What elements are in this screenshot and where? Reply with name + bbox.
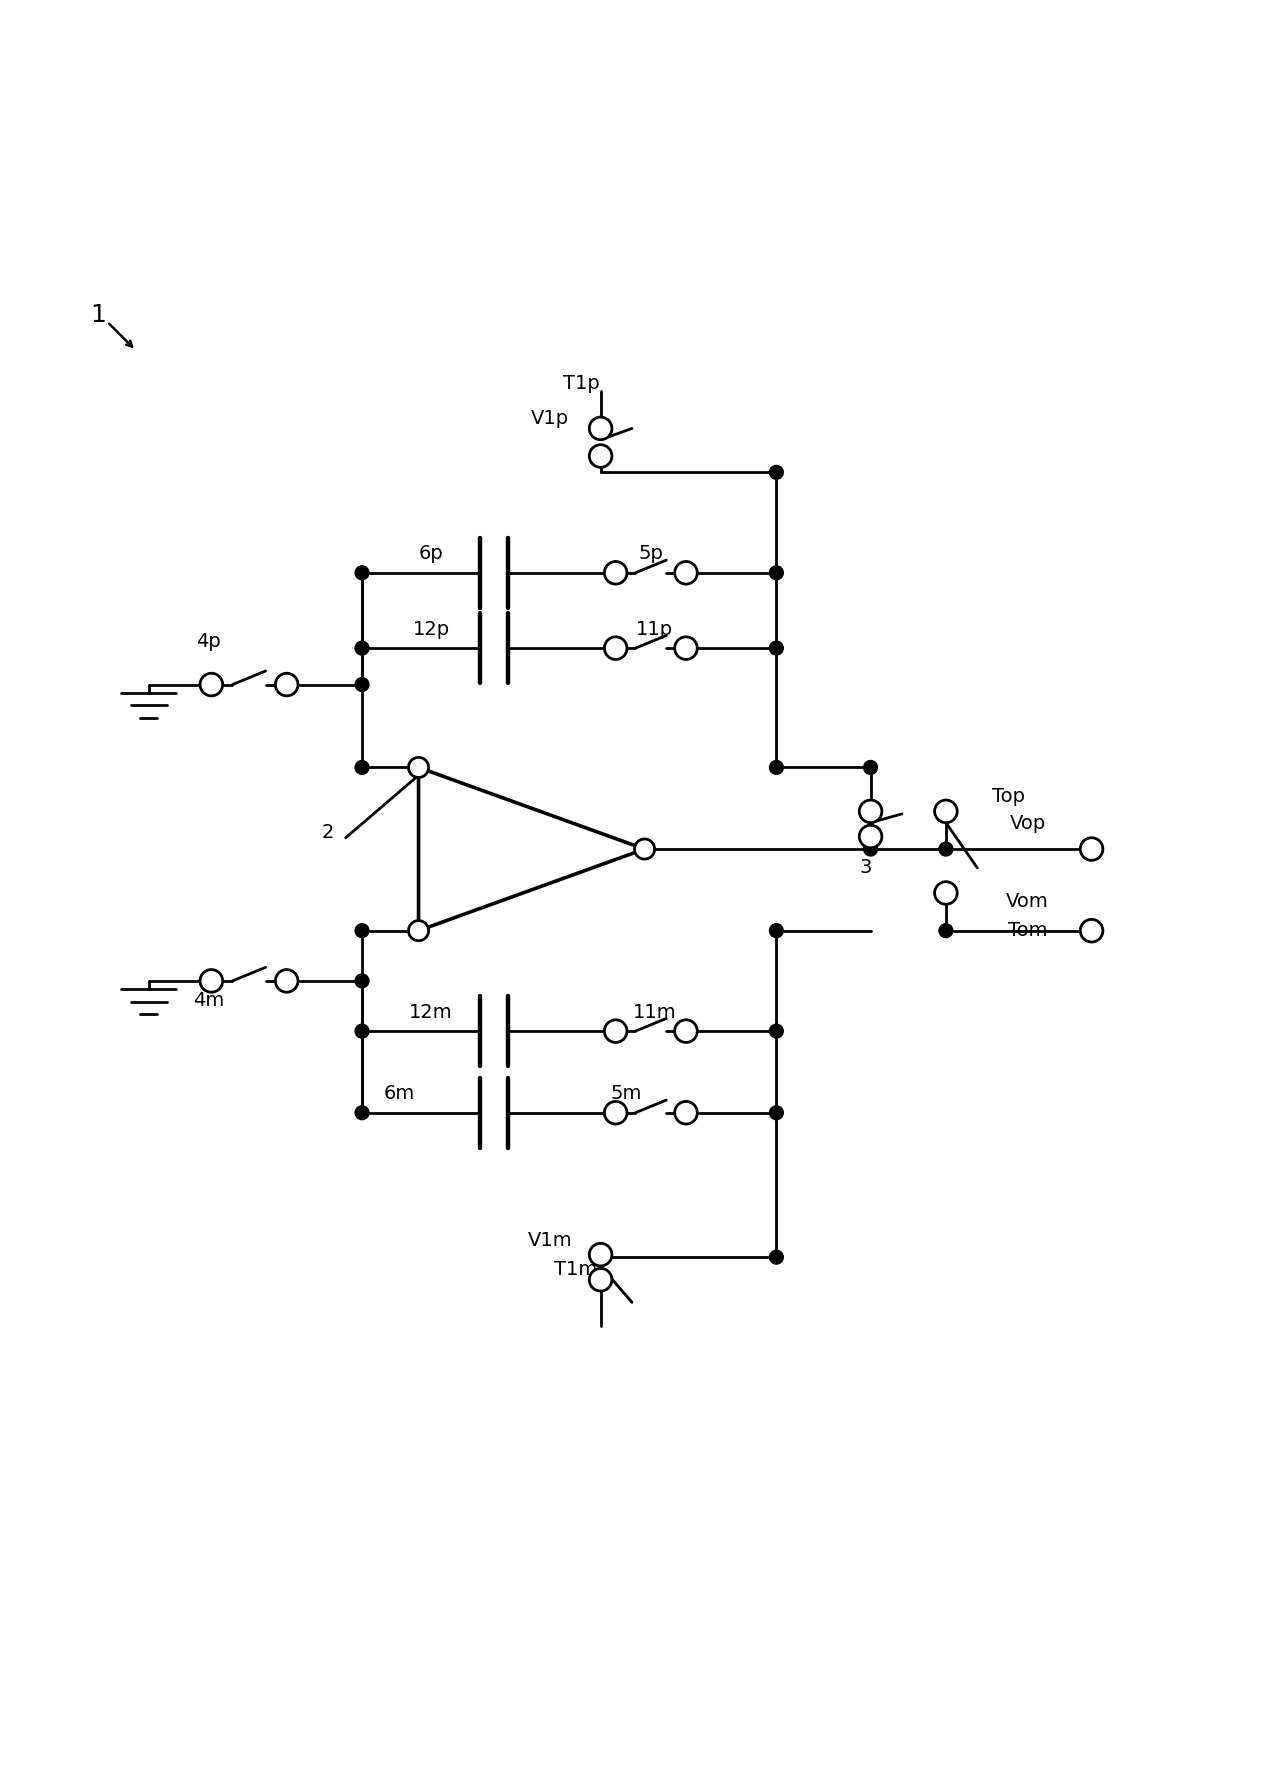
Text: Vop: Vop — [1010, 814, 1045, 834]
Text: T1p: T1p — [564, 373, 600, 393]
Circle shape — [355, 1023, 369, 1038]
Circle shape — [355, 641, 369, 655]
Text: Vom: Vom — [1006, 893, 1049, 911]
Circle shape — [589, 418, 612, 439]
Text: 6p: 6p — [418, 545, 444, 563]
Circle shape — [860, 825, 882, 848]
Circle shape — [675, 561, 698, 584]
Circle shape — [200, 970, 222, 993]
Circle shape — [675, 638, 698, 659]
Circle shape — [276, 970, 298, 993]
Circle shape — [200, 673, 222, 697]
Text: 11m: 11m — [633, 1002, 676, 1022]
Circle shape — [589, 1243, 612, 1266]
Circle shape — [934, 882, 957, 904]
Text: 2: 2 — [322, 823, 334, 843]
Circle shape — [355, 761, 369, 775]
Circle shape — [1081, 838, 1103, 861]
Circle shape — [770, 923, 784, 938]
Circle shape — [770, 566, 784, 580]
Circle shape — [408, 757, 428, 777]
Circle shape — [770, 761, 784, 775]
Circle shape — [276, 673, 298, 697]
Circle shape — [604, 1020, 627, 1043]
Circle shape — [604, 561, 627, 584]
Circle shape — [770, 1023, 784, 1038]
Text: 11p: 11p — [636, 620, 674, 639]
Text: 4p: 4p — [196, 632, 221, 652]
Circle shape — [589, 445, 612, 468]
Text: 5p: 5p — [638, 545, 664, 563]
Circle shape — [675, 1102, 698, 1123]
Circle shape — [355, 566, 369, 580]
Circle shape — [863, 761, 877, 775]
Circle shape — [863, 843, 877, 855]
Text: V1p: V1p — [531, 409, 570, 429]
Circle shape — [934, 800, 957, 823]
Circle shape — [770, 641, 784, 655]
Text: 6m: 6m — [384, 1084, 416, 1104]
Text: 1: 1 — [91, 304, 106, 327]
Text: Top: Top — [992, 788, 1025, 805]
Text: V1m: V1m — [528, 1231, 573, 1250]
Circle shape — [594, 1250, 608, 1264]
Circle shape — [860, 800, 882, 823]
Circle shape — [589, 1268, 612, 1291]
Circle shape — [355, 677, 369, 691]
Text: 4m: 4m — [193, 991, 225, 1011]
Circle shape — [355, 923, 369, 938]
Circle shape — [675, 1020, 698, 1043]
Circle shape — [770, 466, 784, 479]
Circle shape — [635, 839, 655, 859]
Circle shape — [939, 923, 953, 938]
Circle shape — [604, 1102, 627, 1123]
Text: 3: 3 — [860, 859, 872, 877]
Circle shape — [355, 1106, 369, 1120]
Text: Tom: Tom — [1007, 922, 1048, 939]
Circle shape — [770, 1250, 784, 1264]
Text: T1m: T1m — [554, 1261, 597, 1279]
Text: 5m: 5m — [611, 1084, 641, 1104]
Circle shape — [604, 638, 627, 659]
Circle shape — [408, 920, 428, 941]
Text: 12m: 12m — [410, 1002, 453, 1022]
Circle shape — [355, 973, 369, 988]
Text: 12p: 12p — [412, 620, 450, 639]
Circle shape — [1081, 920, 1103, 941]
Circle shape — [939, 843, 953, 855]
Circle shape — [770, 1106, 784, 1120]
